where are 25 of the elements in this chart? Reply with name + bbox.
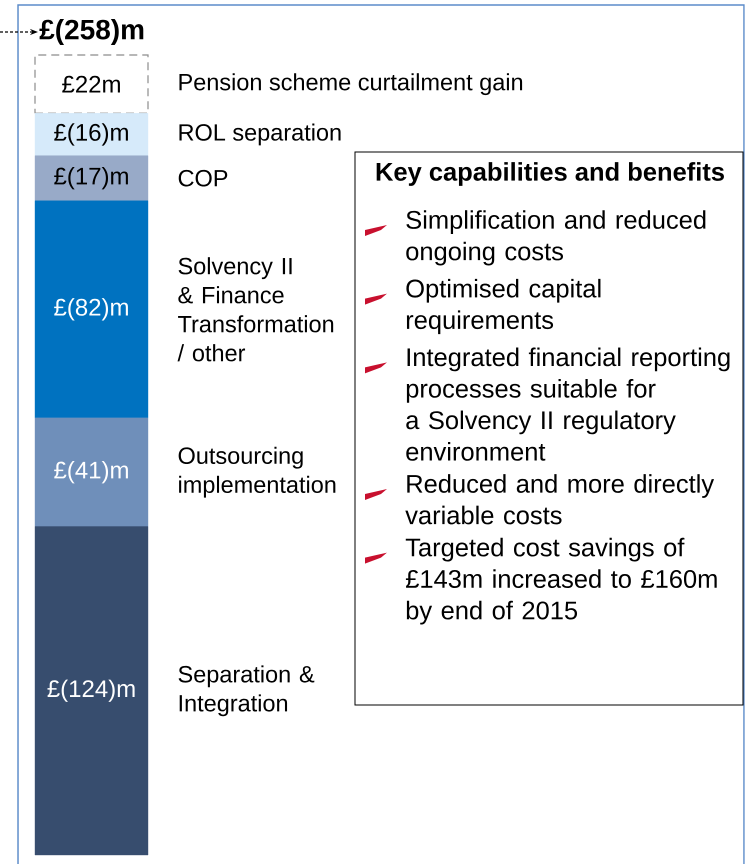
bar: [34, 155, 148, 201]
data-label: £(17)m: [54, 166, 128, 190]
bar: [34, 526, 148, 856]
series-label: Separation & Integration: [178, 665, 314, 716]
text: Integrated financial reporting processes suitable for a Solvency II regulatory environment: [406, 348, 730, 461]
series-label: COP: [178, 170, 228, 186]
series-label: Pension scheme curtailment gain: [179, 73, 522, 96]
data-label: £(16)m: [54, 123, 128, 146]
text: £(258)m: [39, 18, 144, 46]
data-label: £(124)m: [47, 680, 135, 702]
text: Key capabilities and benefits: [376, 162, 724, 186]
series-label: Outsourcing implementation: [178, 446, 336, 498]
text: Targeted cost savings of £143m increased to £160m by end of 2015: [406, 538, 717, 625]
text: Optimised capital requirements: [406, 278, 600, 334]
series-label: Solvency II & Finance Transformation / other: [178, 257, 334, 362]
text: Simplification and reduced ongoing costs: [406, 210, 706, 266]
bar: [34, 200, 148, 418]
data-label: £(41)m: [54, 461, 128, 484]
series-label: ROL separation: [179, 124, 341, 146]
data-label: £22m: [62, 76, 120, 93]
bar: [34, 54, 149, 114]
bar: [34, 418, 148, 527]
bar: [34, 113, 148, 156]
text: Reduced and more directly variable costs: [405, 474, 714, 524]
data-label: £(82)m: [54, 298, 128, 320]
